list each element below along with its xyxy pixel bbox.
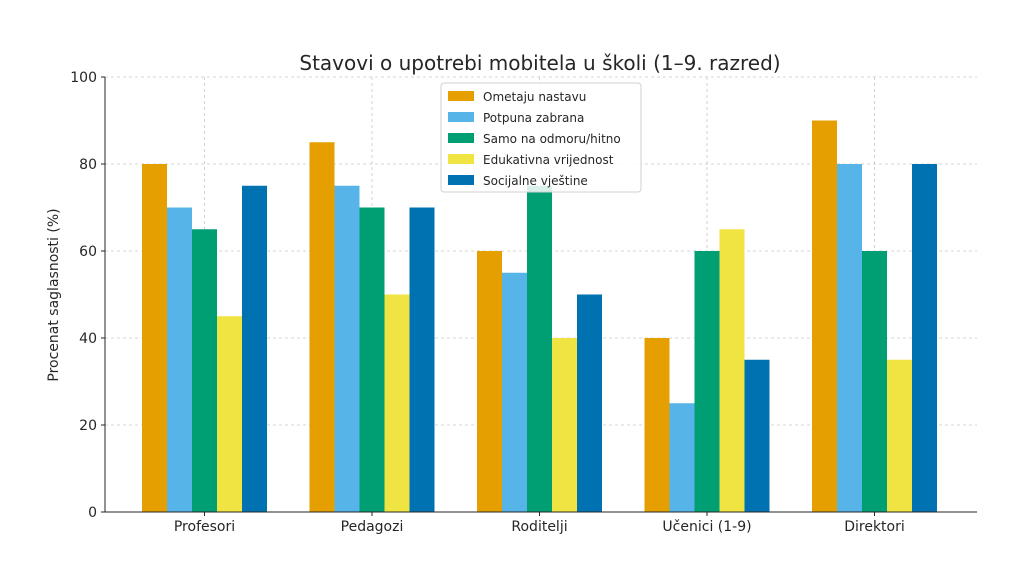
y-tick-label: 40 xyxy=(79,331,97,347)
y-axis-label: Procenat saglasnosti (%) xyxy=(46,208,62,381)
x-tick-label: Profesori xyxy=(174,519,235,535)
bar xyxy=(719,229,745,512)
bar xyxy=(409,207,435,512)
bar xyxy=(309,142,335,512)
bar xyxy=(217,316,242,512)
legend-swatch xyxy=(448,91,474,101)
bar xyxy=(552,338,577,512)
y-tick-label: 20 xyxy=(79,418,97,434)
bar xyxy=(502,272,527,512)
bar xyxy=(862,251,887,512)
bar xyxy=(477,251,502,512)
legend-box xyxy=(440,82,642,193)
legend-label: Potpuna zabrana xyxy=(483,111,584,125)
y-tick-label: 60 xyxy=(79,244,97,260)
bar xyxy=(192,229,217,512)
bar xyxy=(669,403,695,512)
bars xyxy=(142,120,937,512)
x-tick-labels: Profesori Pedagozi Roditelji Učenici (1-9) D… xyxy=(174,512,905,535)
legend-swatch xyxy=(448,133,474,143)
y-tick-labels: 0 20 40 60 80 100 xyxy=(70,70,105,521)
bar xyxy=(644,338,670,512)
legend-label: Edukativna vrijednost xyxy=(483,153,614,167)
bar xyxy=(744,359,770,512)
bar xyxy=(812,120,837,512)
x-tick-label: Učenici (1-9) xyxy=(662,519,751,535)
bar xyxy=(694,251,720,512)
legend-label: Socijalne vještine xyxy=(483,174,588,188)
axes xyxy=(104,77,977,513)
y-tick-label: 80 xyxy=(79,157,97,173)
legend-label: Ometaju nastavu xyxy=(483,90,586,104)
x-tick-label: Direktori xyxy=(844,519,905,535)
bar xyxy=(334,185,360,512)
bar xyxy=(887,359,912,512)
legend-swatch xyxy=(448,154,474,164)
bar xyxy=(142,164,167,512)
x-tick-label: Pedagozi xyxy=(341,519,404,535)
bar xyxy=(912,164,937,512)
bar xyxy=(242,185,267,512)
y-tick-label: 100 xyxy=(70,70,97,86)
legend: Ometaju nastavu Potpuna zabrana Samo na od… xyxy=(440,82,642,193)
y-tick-label: 0 xyxy=(88,505,97,521)
chart-title: Stavovi o upotrebi mobitela u školi (1–9… xyxy=(299,51,780,75)
bar xyxy=(359,207,385,512)
bar xyxy=(527,185,552,512)
bar xyxy=(167,207,192,512)
legend-label: Samo na odmoru/hitno xyxy=(483,132,621,146)
bar xyxy=(384,294,410,512)
legend-swatch xyxy=(448,112,474,122)
x-tick-label: Roditelji xyxy=(511,519,567,535)
bar xyxy=(837,164,862,512)
legend-swatch xyxy=(448,175,474,185)
bar xyxy=(577,294,602,512)
